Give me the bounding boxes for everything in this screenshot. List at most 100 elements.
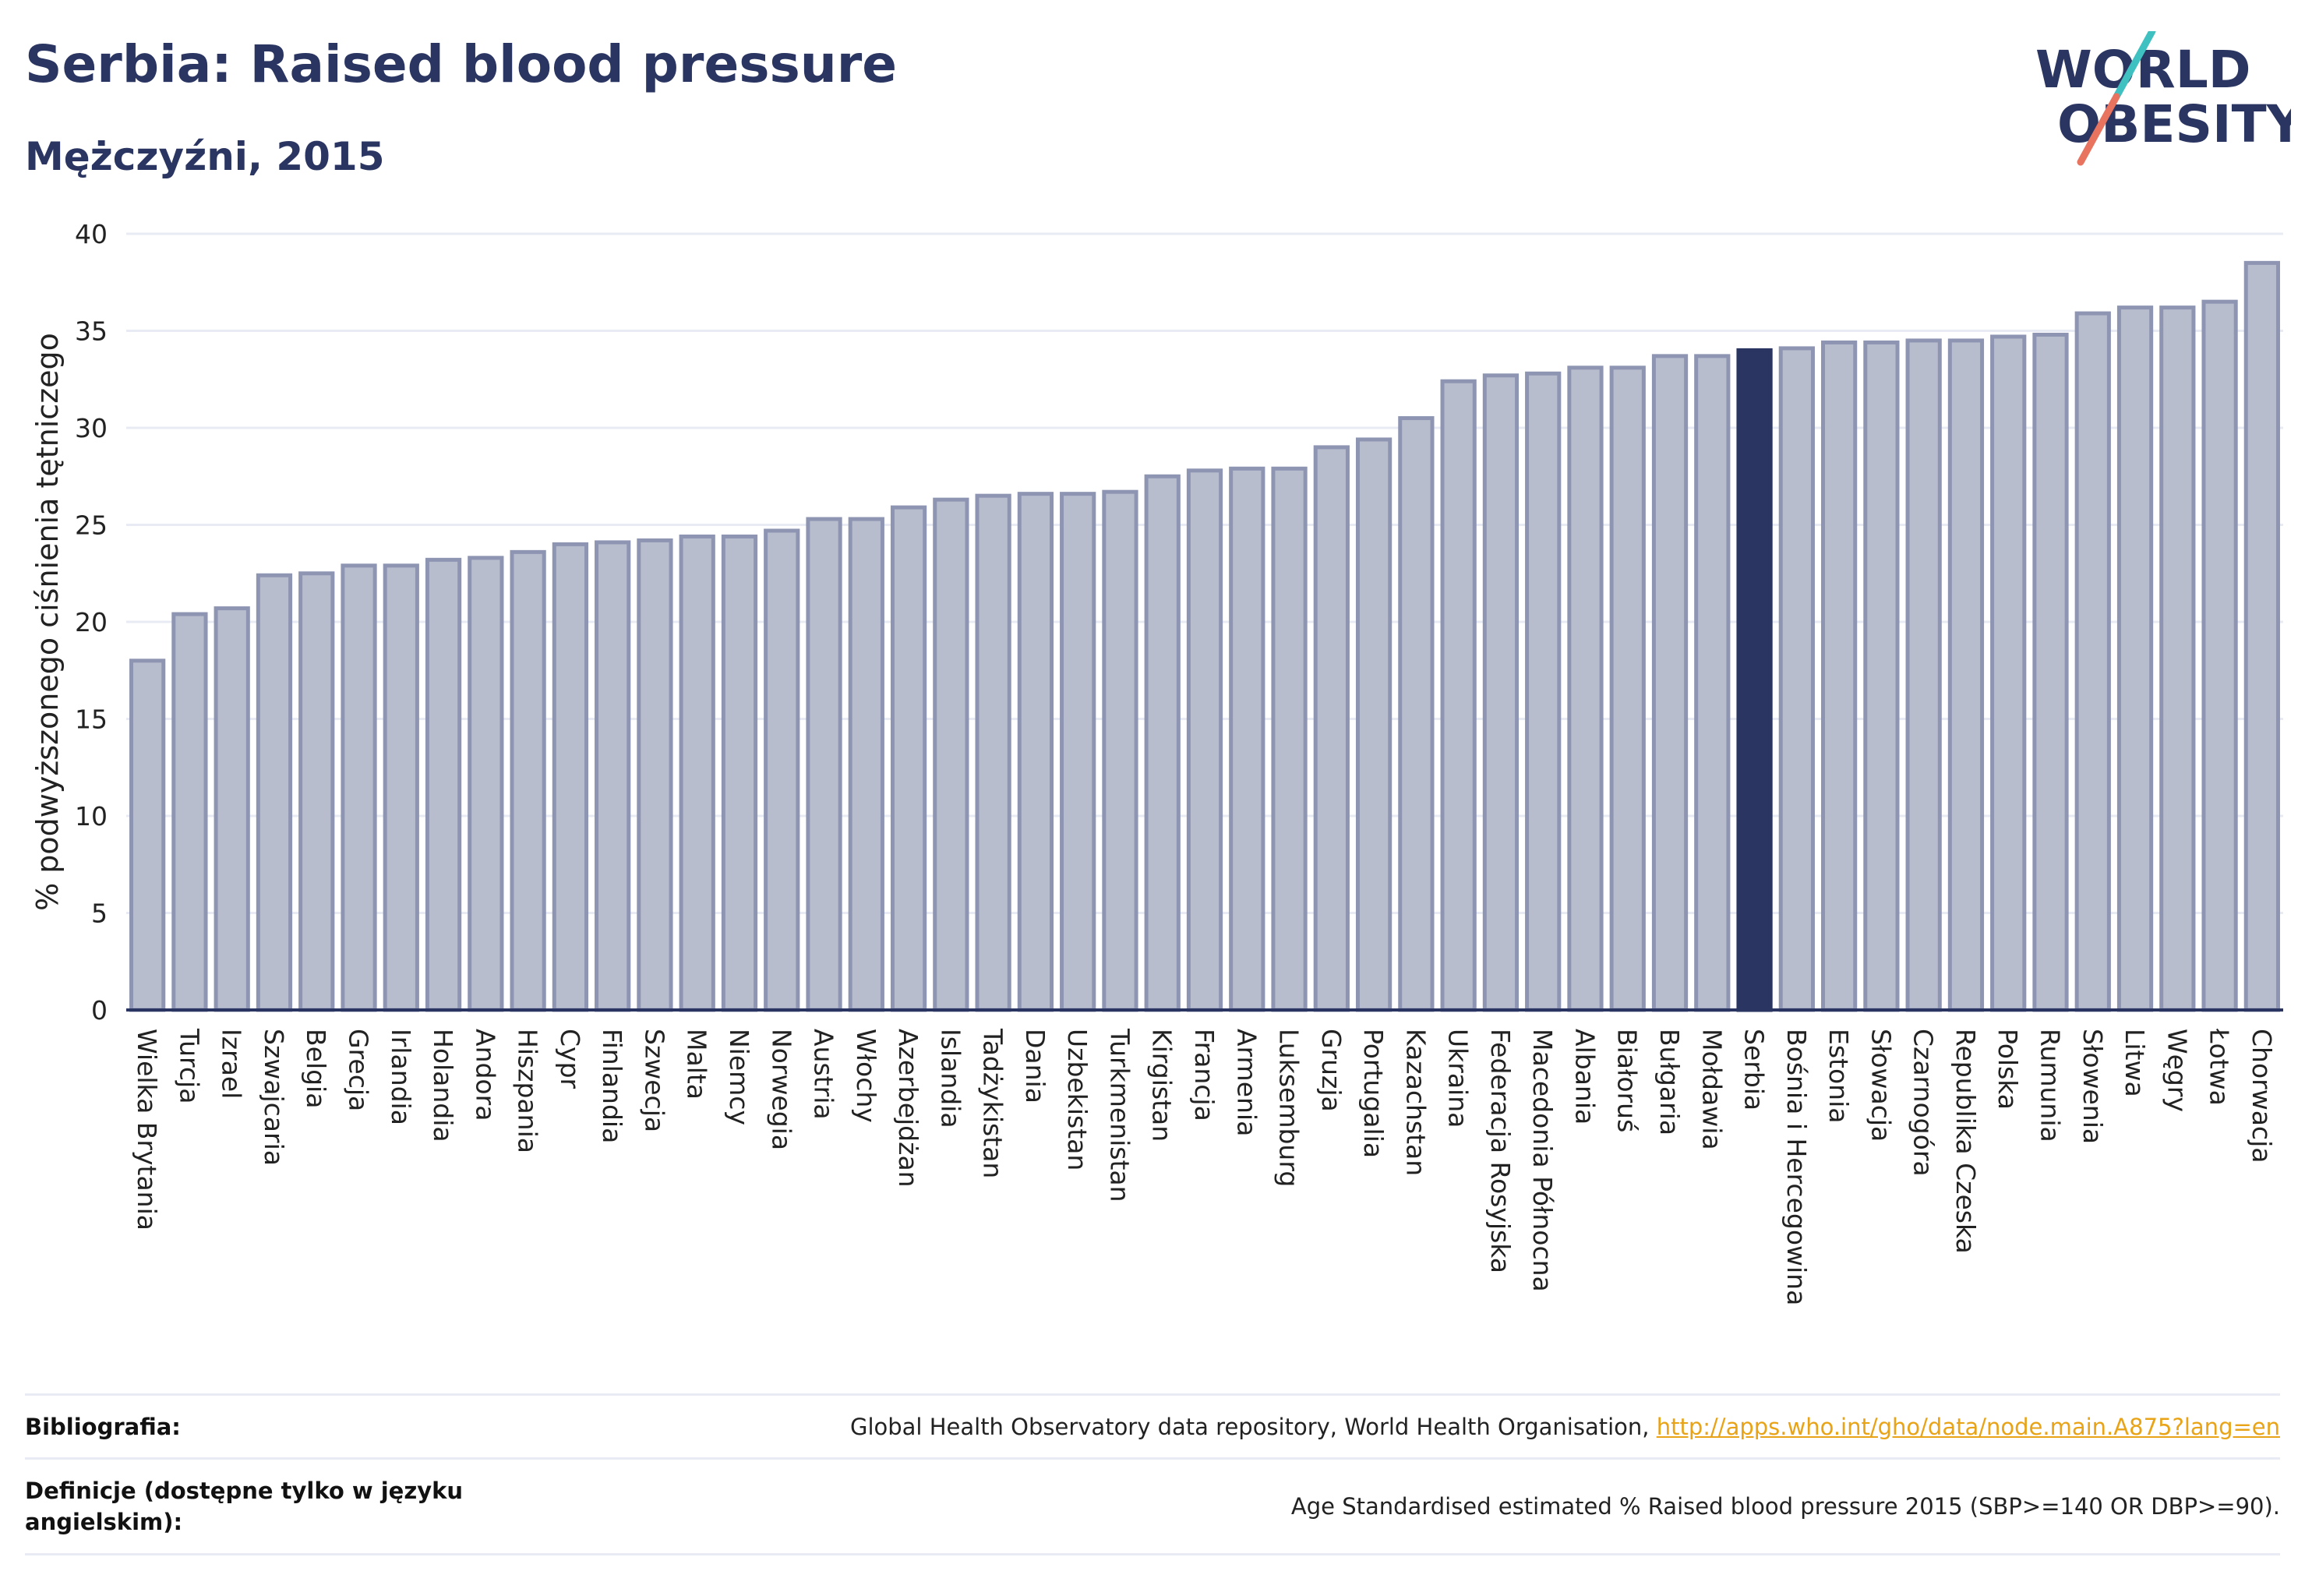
bar [1905,338,1942,1012]
bar [1567,365,1604,1012]
x-tick-label: Albania [1569,1029,1600,1125]
x-tick-label: Malta [682,1029,712,1100]
x-tick-label: Chorwacja [2247,1029,2277,1163]
bar [1694,354,1731,1012]
bar [1778,346,1815,1012]
bar [1863,340,1900,1012]
x-tick-label: Francja [1189,1029,1220,1121]
bibliography-value: Global Health Observatory data repositor… [850,1414,2280,1440]
bar [383,563,419,1012]
x-tick-label: Andora [470,1029,500,1121]
bar [1820,340,1858,1012]
bar [214,606,250,1012]
y-tick-label: 10 [75,801,108,832]
x-tick-label: Mołdawia [1696,1029,1727,1150]
chart-subtitle: Mężczyźni, 2015 [25,134,385,179]
x-tick-label: Słowacja [1866,1029,1896,1142]
x-tick-label: Uzbekistan [1062,1029,1092,1171]
bar [1355,437,1393,1012]
x-tick-label: Szwajcaria [259,1029,289,1166]
bar [2074,311,2111,1012]
x-tick-label: Portugalia [1358,1029,1389,1158]
bar-highlight [1736,348,1773,1012]
bar [341,563,377,1012]
bar [1102,489,1138,1012]
bar [1313,445,1350,1012]
x-tick-label: Hiszpania [513,1029,543,1153]
logo-text-obesity: OBESITY [2057,94,2291,154]
x-tick-label: Polska [1993,1029,2023,1110]
bar [764,528,800,1012]
bar [1609,365,1646,1012]
bar [298,571,335,1012]
x-tick-label: Macedonia Północna [1527,1029,1558,1292]
bibliography-row: Bibliografia: Global Health Observatory … [25,1393,2280,1457]
bar [806,517,842,1012]
x-tick-label: Islandia [935,1029,965,1128]
bibliography-label: Bibliografia: [25,1413,181,1440]
x-tick-label: Federacja Rosyjska [1485,1029,1516,1273]
bar [890,505,927,1012]
bar [1947,338,1985,1012]
bar [425,557,462,1012]
bar [1440,379,1477,1012]
bar [679,534,715,1012]
x-tick-label: Luksemburg [1274,1029,1304,1187]
y-tick-label: 20 [75,607,108,637]
bar [2159,305,2196,1012]
bar [2201,299,2238,1012]
bar [2243,260,2280,1012]
bibliography-text: Global Health Observatory data repositor… [849,1413,1657,1440]
bar [256,573,293,1012]
x-tick-label: Łotwa [2204,1028,2235,1106]
bar [1482,373,1520,1012]
x-tick-label: Gruzja [1316,1029,1347,1112]
bar [1186,468,1223,1012]
y-tick-label: 35 [75,316,108,347]
chart-title: Serbia: Raised blood pressure [25,34,898,94]
x-tick-label: Włochy [851,1029,881,1123]
x-tick-label: Rumunia [2035,1029,2065,1142]
bar [1525,371,1562,1012]
bar [129,659,166,1012]
bar [552,542,589,1012]
bar [637,538,673,1012]
x-tick-label: Czarnogóra [1908,1029,1939,1177]
y-tick-label: 40 [75,219,108,249]
world-obesity-logo: WORLD OBESITY [2035,31,2291,166]
x-tick-label: Dania [1020,1029,1050,1103]
x-tick-label: Kirgistan [1147,1029,1177,1142]
x-tick-label: Ukraina [1443,1029,1474,1128]
bar [1398,416,1435,1012]
x-tick-label: Azerbejdżan [893,1029,923,1188]
x-tick-label: Holandia [428,1029,458,1142]
logo-slash-teal [2113,31,2156,101]
bar [1229,466,1265,1012]
x-tick-label: Turcja [174,1028,204,1103]
bar [975,493,1011,1012]
y-tick-label: 5 [91,899,108,929]
y-tick-label: 25 [75,510,108,541]
x-tick-label: Szwecja [639,1029,669,1132]
bar [1060,492,1096,1012]
y-axis-title: % podwyższonego ciśnienia tętniczego [30,333,65,911]
y-tick-label: 15 [75,704,108,735]
bar [1651,354,1689,1012]
bar [2116,305,2154,1012]
x-tick-label: Estonia [1823,1029,1854,1123]
x-tick-label: Bośnia i Hercegowina [1781,1029,1812,1305]
x-tick-label: Serbia [1739,1029,1770,1110]
bar [171,612,208,1012]
bibliography-link[interactable]: http://apps.who.int/gho/data/node.main.A… [1656,1413,2280,1440]
x-tick-label: Izrael [217,1029,247,1099]
bar [1271,466,1308,1012]
definitions-label: Definicje (dostępne tylko w języku angie… [25,1478,464,1535]
x-tick-label: Tadżykistan [978,1028,1008,1178]
bar [848,517,884,1012]
definitions-row: Definicje (dostępne tylko w języku angie… [25,1457,2280,1555]
bar [595,540,631,1012]
bar [468,556,504,1012]
logo-slash-coral [2077,93,2120,166]
x-tick-label: Słowenia [2077,1029,2108,1144]
x-tick-label: Republika Czeska [1950,1029,1981,1254]
